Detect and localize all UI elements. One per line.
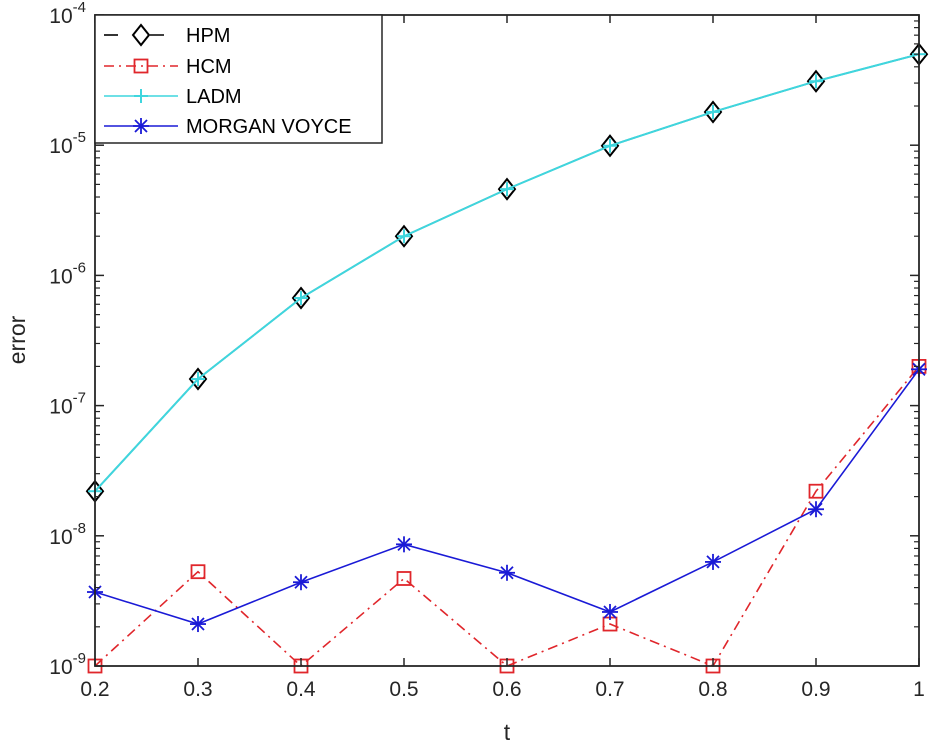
plus-marker-icon xyxy=(134,89,148,103)
diamond-marker-icon xyxy=(703,100,723,124)
legend-label: MORGAN VOYCE xyxy=(186,116,352,138)
y-tick-label: 10-6 xyxy=(49,259,86,288)
plus-marker-icon xyxy=(706,104,720,119)
x-tick-label: 0.8 xyxy=(698,678,727,701)
y-tick-label: 10-5 xyxy=(49,129,86,158)
plus-marker-icon xyxy=(191,372,205,387)
x-tick-label: 0.7 xyxy=(595,678,624,701)
diamond-marker-icon xyxy=(131,23,151,47)
legend-item-morgan-voyce: MORGAN VOYCE xyxy=(104,116,352,138)
legend-box xyxy=(94,14,383,144)
x-axis-label: t xyxy=(504,719,511,745)
series-morgan-voyce xyxy=(87,361,927,633)
axes-frame xyxy=(94,14,920,667)
legend-item-hcm: HCM xyxy=(104,56,232,78)
y-tick-label: 10-4 xyxy=(49,0,86,28)
x-tick-label: 0.4 xyxy=(286,678,316,701)
asterisk-marker-icon xyxy=(396,536,412,553)
asterisk-marker-icon xyxy=(190,616,206,633)
x-tick-label: 0.6 xyxy=(492,678,521,701)
plus-marker-icon xyxy=(500,182,514,197)
square-marker-icon xyxy=(133,58,149,74)
asterisk-marker-icon xyxy=(293,574,309,591)
x-tick-label: 0.9 xyxy=(801,678,830,701)
diamond-marker-icon xyxy=(600,134,620,158)
series-layer xyxy=(85,42,929,674)
y-axis-label: error xyxy=(4,315,30,364)
x-tick-label: 0.2 xyxy=(80,678,109,701)
plus-marker-icon xyxy=(809,74,823,89)
series-line xyxy=(94,368,920,625)
square-marker-icon xyxy=(190,564,206,580)
axes: 0.2 0.3 0.4 0.5 0.6 0.7 0.8 0.9 1 10-4 10-5 10-6 10-… xyxy=(49,0,925,701)
square-marker-icon xyxy=(808,483,824,499)
square-marker-icon xyxy=(396,571,412,586)
plus-marker-icon xyxy=(397,229,411,244)
plus-marker-icon xyxy=(603,138,617,153)
legend-item-hpm: HPM xyxy=(104,23,230,47)
asterisk-marker-icon xyxy=(705,553,721,570)
x-tick-label: 1 xyxy=(913,678,925,701)
legend-item-ladm: LADM xyxy=(104,86,242,108)
asterisk-marker-icon xyxy=(808,501,824,518)
series-hcm xyxy=(87,359,927,674)
legend: HPM HCM LADM MORGAN VOYCE xyxy=(94,14,383,144)
y-tick-label: 10-7 xyxy=(49,390,86,419)
asterisk-marker-icon xyxy=(499,564,515,581)
x-tick-label: 0.3 xyxy=(183,678,212,701)
plus-marker-icon xyxy=(294,291,308,306)
asterisk-marker-icon xyxy=(133,118,149,134)
legend-label: LADM xyxy=(186,86,242,108)
diamond-marker-icon xyxy=(497,177,517,201)
x-tick-label: 0.5 xyxy=(389,678,418,701)
y-tick-label: 10-8 xyxy=(49,520,86,549)
asterisk-marker-icon xyxy=(602,603,618,620)
y-tick-label: 10-9 xyxy=(49,650,86,679)
diamond-marker-icon xyxy=(806,69,826,93)
series-line xyxy=(94,365,920,668)
legend-label: HCM xyxy=(186,56,232,78)
legend-label: HPM xyxy=(186,25,230,47)
